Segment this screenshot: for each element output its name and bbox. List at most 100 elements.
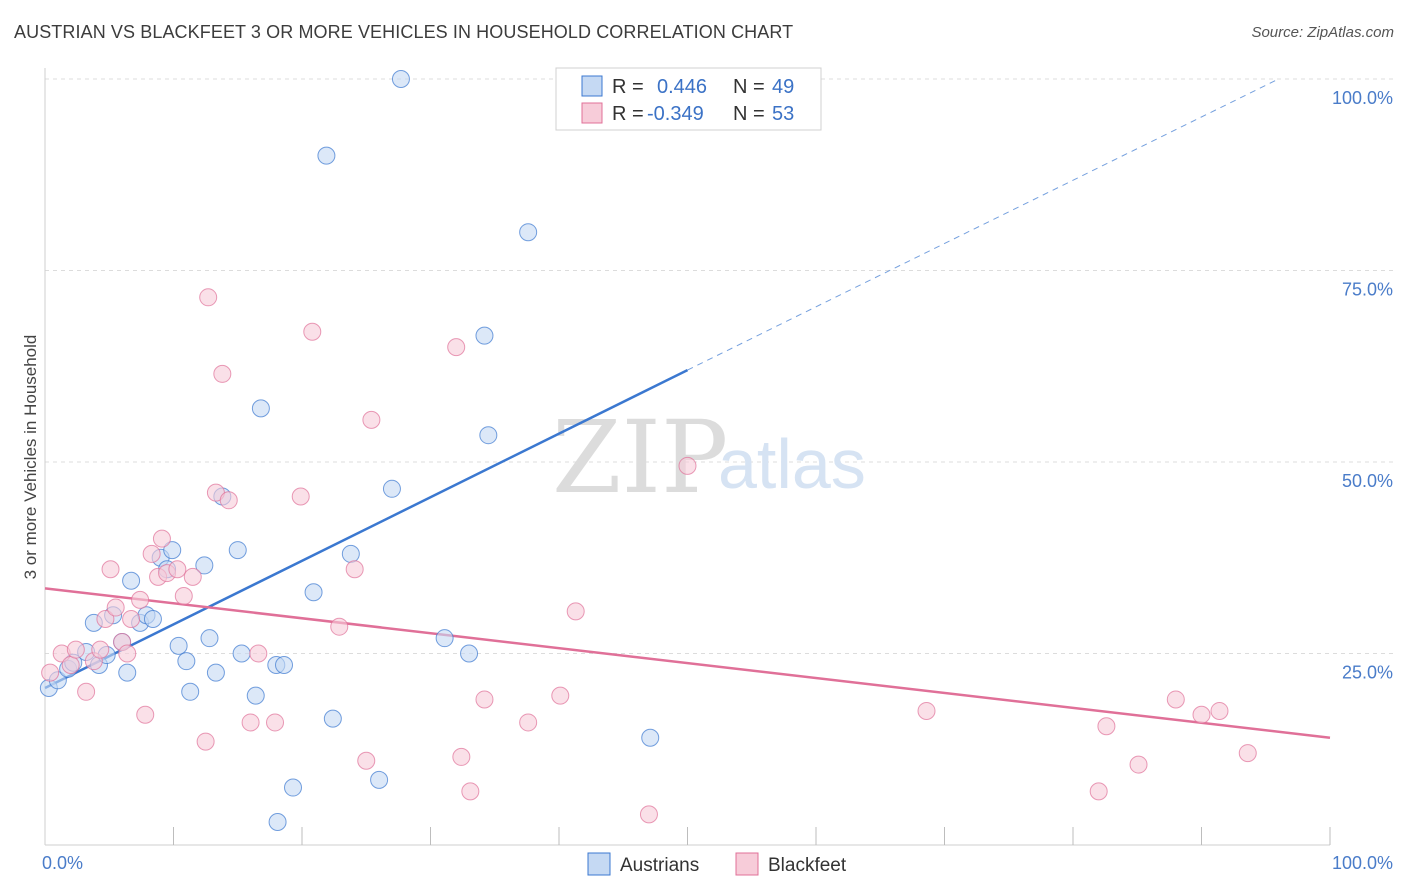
bottom-legend-swatch-blackfeet — [735, 852, 759, 876]
austrians-point-17 — [163, 541, 182, 560]
blackfeet-point-4 — [77, 682, 96, 701]
blackfeet-point-34 — [357, 751, 376, 770]
austrians-point-38 — [382, 479, 401, 498]
austrians-point-31 — [284, 778, 303, 797]
tick-labels: 25.0% 50.0% 75.0% 100.0% 0.0% 100.0% — [42, 88, 1393, 873]
blackfeet-point-9 — [106, 598, 125, 617]
chart-title: AUSTRIAN VS BLACKFEET 3 OR MORE VEHICLES… — [14, 22, 794, 42]
legend-r-value-blackfeet: -0.349 — [647, 103, 704, 125]
legend: R = 0.446 N = 49 R = -0.349 N = 53 — [555, 67, 822, 131]
blackfeet-point-11 — [118, 644, 137, 663]
austrians-point-10 — [118, 663, 137, 682]
austrians-point-21 — [195, 556, 214, 575]
grid-lines — [45, 78, 1393, 654]
x-tick-label-1: 100.0% — [1332, 853, 1393, 873]
y-tick-label-1: 50.0% — [1342, 471, 1393, 491]
legend-r-label-blackfeet: R = — [612, 103, 644, 125]
legend-n-value-blackfeet: 53 — [772, 103, 794, 125]
blackfeet-point-39 — [475, 690, 494, 709]
austrians-point-26 — [232, 644, 251, 663]
blackfeet-point-20 — [174, 587, 193, 606]
blackfeet-point-21 — [183, 567, 202, 586]
x-tick-label-0: 0.0% — [42, 853, 83, 873]
watermark-zip: ZIP — [552, 399, 728, 516]
austrians-point-39 — [391, 70, 410, 88]
blackfeet-point-3 — [66, 640, 85, 659]
blackfeet-point-27 — [241, 713, 260, 732]
blackfeet-point-0 — [41, 663, 60, 682]
data-points — [39, 70, 1257, 832]
y-tick-label-3: 100.0% — [1332, 88, 1393, 108]
blackfeet-point-48 — [1129, 755, 1148, 774]
blackfeet-point-51 — [1210, 701, 1229, 720]
blackfeet-point-36 — [447, 338, 466, 357]
blackfeet-trend-line — [44, 587, 1331, 740]
y-tick-label-2: 75.0% — [1342, 280, 1393, 300]
blackfeet-point-6 — [91, 640, 110, 659]
blackfeet-point-14 — [136, 705, 155, 724]
austrians-point-22 — [200, 629, 219, 648]
blackfeet-point-2 — [61, 655, 80, 674]
blackfeet-point-43 — [639, 805, 658, 824]
trend-lines — [44, 78, 1331, 740]
blackfeet-point-45 — [917, 701, 936, 720]
blackfeet-point-37 — [452, 747, 471, 766]
bottom-legend-austrians: Austrians — [620, 855, 699, 876]
austrians-point-14 — [143, 610, 162, 629]
austrians-point-34 — [317, 146, 336, 165]
austrians-point-23 — [206, 663, 225, 682]
blackfeet-point-40 — [519, 713, 538, 732]
blackfeet-point-44 — [678, 456, 697, 475]
bottom-legend-swatch-austrians — [587, 852, 611, 876]
blackfeet-point-23 — [199, 288, 218, 307]
austrians-point-20 — [181, 682, 200, 701]
watermark-atlas: atlas — [718, 425, 866, 503]
austrians-point-28 — [251, 399, 270, 418]
austrians-point-44 — [519, 223, 538, 242]
blackfeet-point-28 — [249, 644, 268, 663]
austrians-point-33 — [304, 583, 323, 602]
blackfeet-point-12 — [122, 610, 141, 629]
austrians-point-19 — [177, 652, 196, 671]
bottom-legend: Austrians Blackfeet — [587, 852, 847, 876]
blackfeet-point-22 — [196, 732, 215, 751]
blackfeet-point-7 — [96, 610, 115, 629]
series-blackfeet — [41, 288, 1257, 824]
y-axis-label: 3 or more Vehicles in Household — [21, 335, 40, 580]
blackfeet-point-41 — [551, 686, 570, 705]
austrians-point-32 — [268, 813, 287, 832]
austrians-trend-line — [44, 368, 689, 690]
blackfeet-point-47 — [1097, 717, 1116, 736]
austrians-point-25 — [228, 541, 247, 560]
legend-n-label-blackfeet: N = — [733, 103, 765, 125]
austrians-point-43 — [479, 426, 498, 445]
blackfeet-point-52 — [1238, 744, 1257, 763]
legend-swatch-blackfeet — [581, 102, 603, 124]
austrians-point-37 — [370, 770, 389, 789]
austrians-point-42 — [475, 326, 494, 345]
blackfeet-point-38 — [461, 782, 480, 801]
blackfeet-point-13 — [131, 590, 150, 609]
blackfeet-point-15 — [142, 544, 161, 563]
blackfeet-point-19 — [168, 560, 187, 579]
austrians-point-27 — [246, 686, 265, 705]
austrians-point-40 — [435, 629, 454, 648]
austrians-point-11 — [122, 571, 141, 590]
blackfeet-point-50 — [1192, 705, 1211, 724]
blackfeet-point-17 — [152, 529, 171, 548]
austrians-point-46 — [641, 728, 660, 747]
austrians-point-30 — [275, 655, 294, 674]
blackfeet-point-30 — [291, 487, 310, 506]
legend-n-label-austrians: N = — [733, 76, 765, 98]
legend-r-label-austrians: R = — [612, 76, 644, 98]
austrians-point-36 — [341, 544, 360, 563]
blackfeet-point-25 — [213, 364, 232, 383]
bottom-legend-blackfeet: Blackfeet — [768, 855, 847, 876]
blackfeet-point-29 — [266, 713, 285, 732]
blackfeet-point-46 — [1089, 782, 1108, 801]
blackfeet-point-35 — [362, 410, 381, 429]
legend-n-value-austrians: 49 — [772, 76, 794, 98]
blackfeet-point-33 — [345, 560, 364, 579]
blackfeet-point-42 — [566, 602, 585, 621]
